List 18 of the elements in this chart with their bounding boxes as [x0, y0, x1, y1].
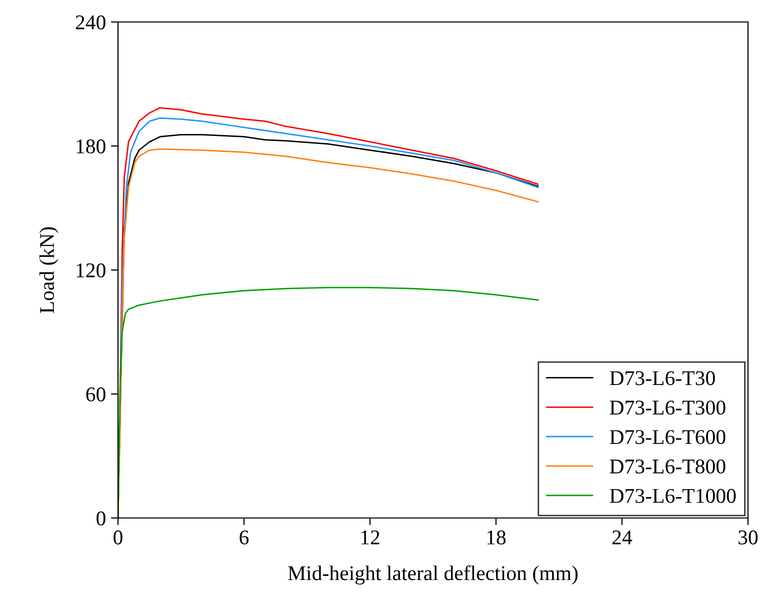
- x-tick-label: 6: [240, 530, 249, 544]
- x-axis-title: Mid-height lateral deflection (mm): [288, 565, 578, 585]
- y-tick-label: 240: [76, 15, 106, 30]
- x-tick-label: 18: [487, 530, 506, 544]
- x-tick-label: 30: [738, 530, 758, 544]
- legend-label: D73-L6-T30: [610, 371, 715, 386]
- x-tick-label: 0: [114, 530, 122, 544]
- y-axis-title: Load (kN): [39, 227, 58, 314]
- y-tick-label: 60: [86, 387, 106, 402]
- y-tick-label: 0: [96, 511, 106, 526]
- x-tick-label: 24: [612, 530, 632, 544]
- y-tick-label: 180: [76, 139, 106, 154]
- x-tick-label: 12: [361, 530, 380, 544]
- legend-label: D73-L6-T600: [610, 430, 726, 444]
- y-tick-label: 120: [76, 263, 106, 278]
- legend-label: D73-L6-T300: [610, 400, 726, 415]
- legend-label: D73-L6-T1000: [610, 488, 736, 503]
- legend-label: D73-L6-T800: [610, 459, 726, 474]
